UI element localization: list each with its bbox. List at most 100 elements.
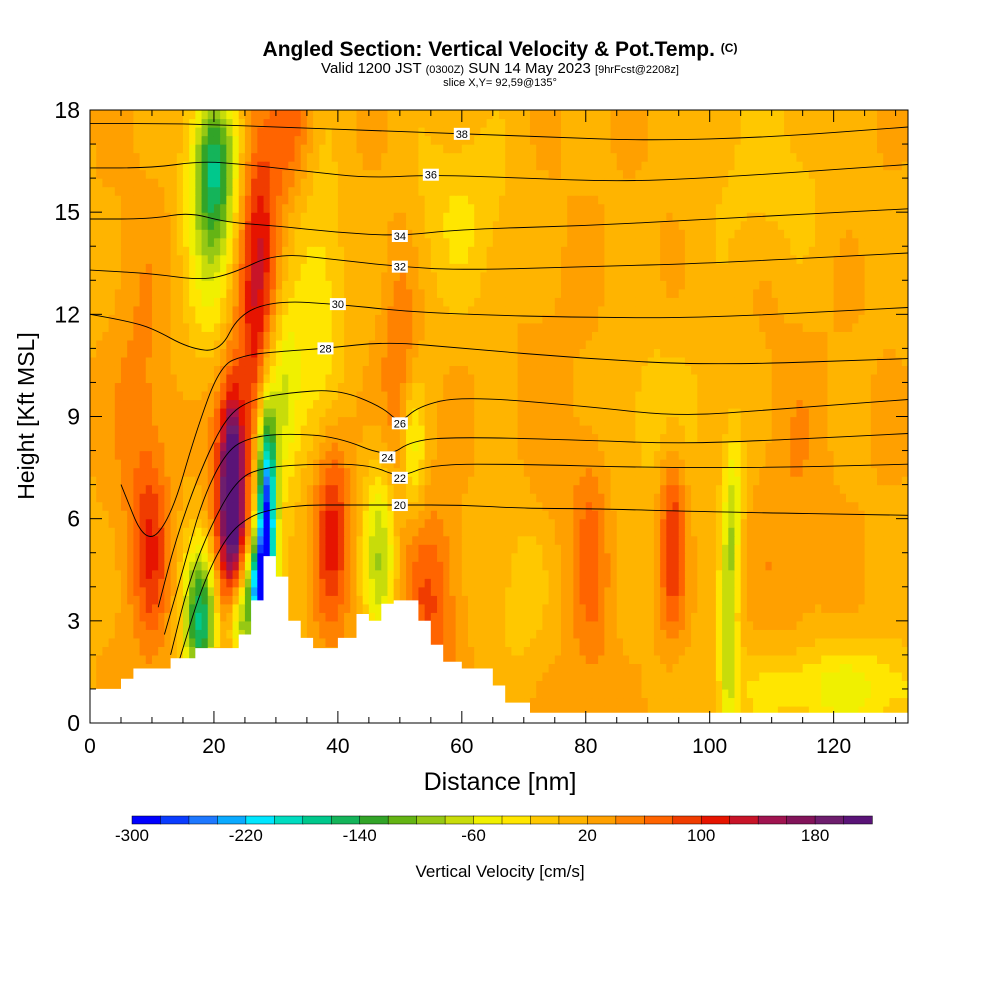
velocity-cell xyxy=(641,680,649,690)
velocity-cell xyxy=(474,561,482,571)
velocity-cell xyxy=(350,561,358,571)
velocity-cell xyxy=(635,671,643,682)
velocity-cell xyxy=(629,484,636,494)
velocity-cell xyxy=(889,501,897,511)
velocity-cell xyxy=(319,569,327,579)
velocity-cell xyxy=(746,629,754,639)
velocity-cell xyxy=(406,527,413,537)
velocity-cell xyxy=(344,467,351,477)
velocity-cell xyxy=(151,527,159,537)
velocity-cell xyxy=(108,663,116,673)
velocity-cell xyxy=(325,416,333,426)
velocity-cell xyxy=(201,399,209,409)
velocity-cell xyxy=(877,433,884,443)
velocity-cell xyxy=(424,527,432,537)
velocity-cell xyxy=(257,535,265,545)
velocity-cell xyxy=(381,569,389,579)
velocity-cell xyxy=(406,510,413,520)
velocity-cell xyxy=(610,595,618,605)
velocity-cell xyxy=(511,586,519,596)
velocity-cell xyxy=(740,561,748,571)
velocity-cell xyxy=(852,425,860,435)
velocity-cell xyxy=(722,476,729,486)
velocity-cell xyxy=(536,671,543,682)
velocity-cell xyxy=(213,459,221,469)
velocity-cell xyxy=(523,595,531,605)
velocity-cell xyxy=(486,603,494,613)
velocity-cell xyxy=(895,416,903,426)
velocity-cell xyxy=(145,493,153,503)
velocity-cell xyxy=(251,595,258,605)
velocity-cell xyxy=(858,416,866,426)
velocity-cell xyxy=(827,425,835,435)
velocity-cell xyxy=(765,476,773,486)
velocity-cell xyxy=(344,425,351,435)
velocity-cell xyxy=(567,399,574,409)
velocity-cell xyxy=(133,450,141,460)
velocity-cell xyxy=(499,595,506,605)
velocity-cell xyxy=(610,467,618,477)
velocity-cell xyxy=(505,442,512,452)
velocity-cell xyxy=(244,603,252,613)
velocity-cell xyxy=(548,467,556,477)
velocity-cell xyxy=(375,484,382,494)
velocity-cell xyxy=(877,518,884,528)
velocity-cell xyxy=(238,493,246,503)
velocity-cell xyxy=(201,459,209,469)
velocity-cell xyxy=(430,407,438,418)
velocity-cell xyxy=(300,561,308,571)
velocity-cell xyxy=(145,425,153,435)
velocity-cell xyxy=(399,493,407,503)
velocity-cell xyxy=(746,467,754,477)
velocity-cell xyxy=(350,620,358,630)
velocity-cell xyxy=(517,663,525,673)
velocity-cell xyxy=(542,433,550,443)
velocity-cell xyxy=(114,629,122,639)
velocity-cell xyxy=(808,561,816,571)
velocity-cell xyxy=(269,484,277,494)
velocity-cell xyxy=(759,442,767,452)
velocity-cell xyxy=(529,646,537,656)
velocity-cell xyxy=(852,578,860,588)
velocity-cell xyxy=(703,620,711,630)
velocity-cell xyxy=(622,501,630,511)
velocity-cell xyxy=(672,544,680,554)
velocity-cell xyxy=(666,552,674,562)
velocity-cell xyxy=(480,578,488,588)
velocity-cell xyxy=(827,569,835,579)
velocity-cell xyxy=(269,450,277,460)
velocity-cell xyxy=(536,578,543,588)
velocity-cell xyxy=(808,595,816,605)
velocity-cell xyxy=(622,416,630,426)
velocity-cell xyxy=(666,407,674,418)
velocity-cell xyxy=(715,629,723,639)
velocity-cell xyxy=(406,425,413,435)
velocity-cell xyxy=(560,544,568,554)
velocity-cell xyxy=(548,705,556,716)
velocity-cell xyxy=(362,433,370,443)
velocity-cell xyxy=(852,416,860,426)
velocity-cell xyxy=(691,637,698,647)
velocity-cell xyxy=(114,518,122,528)
velocity-cell xyxy=(474,603,482,613)
velocity-cell xyxy=(815,646,822,656)
velocity-cell xyxy=(542,586,550,596)
velocity-cell xyxy=(337,518,345,528)
velocity-cell xyxy=(573,663,581,673)
velocity-cell xyxy=(263,450,271,460)
velocity-cell xyxy=(523,637,531,647)
velocity-cell xyxy=(468,629,475,639)
velocity-cell xyxy=(759,544,767,554)
velocity-cell xyxy=(300,407,308,418)
velocity-cell xyxy=(313,399,320,409)
velocity-cell xyxy=(505,467,512,477)
velocity-cell xyxy=(238,459,246,469)
velocity-cell xyxy=(802,552,810,562)
velocity-cell xyxy=(901,442,908,452)
velocity-cell xyxy=(802,535,810,545)
velocity-cell xyxy=(827,620,835,630)
velocity-cell xyxy=(610,416,618,426)
velocity-cell xyxy=(877,552,884,562)
velocity-cell xyxy=(815,663,822,673)
velocity-cell xyxy=(691,544,698,554)
